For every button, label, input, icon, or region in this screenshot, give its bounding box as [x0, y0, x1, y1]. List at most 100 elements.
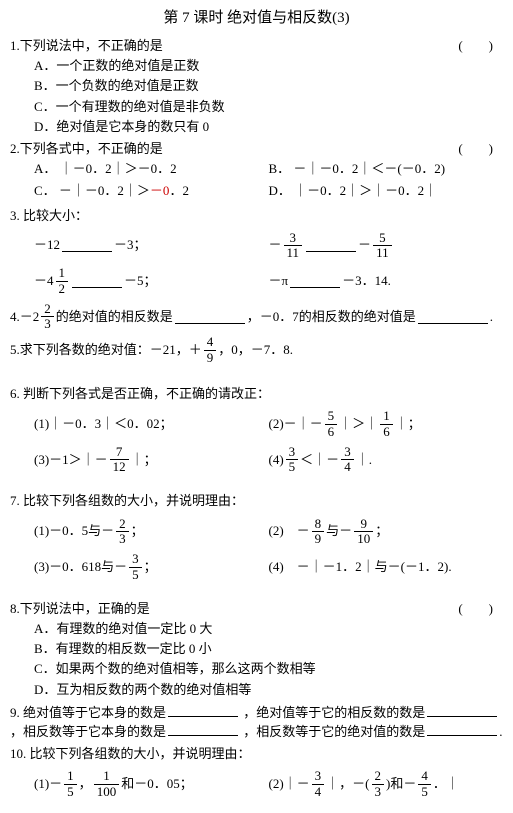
blank: [168, 703, 238, 717]
blank: [175, 310, 245, 324]
num: 1: [380, 409, 393, 424]
blank: [427, 703, 497, 717]
q7-s2: (2) －89与－910；: [269, 517, 504, 547]
q6-s2: (2)－｜－56｜＞｜16｜；: [269, 409, 504, 439]
q8-opt-b: B．有理数的相反数一定比 0 小: [34, 640, 503, 658]
q7-s3: (3)－0．618与－35；: [34, 552, 269, 582]
txt: 与－: [326, 522, 352, 540]
frac: 34: [341, 445, 354, 475]
frac: 16: [380, 409, 393, 439]
blank: [418, 310, 488, 324]
num: 4: [418, 769, 431, 784]
num: 3: [286, 445, 299, 460]
q1-text: 下列说法中，不正确的是: [20, 37, 459, 55]
question-4: 4. －223 的绝对值的相反数是 ，－0．7的相反数的绝对值是.: [10, 302, 503, 332]
q4-end: .: [490, 308, 493, 326]
den: 5: [286, 460, 299, 474]
question-10: 10. 比较下列各组数的大小，并说明理由： (1)－15，1100和－0．05；…: [10, 745, 503, 799]
q3-r2b: －π－3．14.: [269, 272, 504, 290]
den: 11: [284, 246, 303, 260]
q4-mid2: ，－0．7的相反数的绝对值是: [247, 308, 416, 326]
q3-r2a-r: －5；: [124, 272, 157, 290]
q3-r1a: －12－3；: [34, 236, 269, 254]
q1-opt-a: A．一个正数的绝对值是正数: [34, 57, 503, 75]
txt: ｜＞｜: [339, 415, 378, 433]
txt: ；: [131, 522, 144, 540]
txt: 和－0．05；: [121, 775, 193, 793]
blank: [306, 238, 356, 252]
question-6: 6. 判断下列各式是否正确，不正确的请改正： (1)｜－0．3｜＜0．02； (…: [10, 385, 503, 474]
frac: 511: [373, 231, 392, 261]
blank: [72, 274, 122, 288]
question-9: 9. 绝对值等于它本身的数是 ，绝对值等于它的相反数的数是 ，相反数等于它本身的…: [10, 703, 503, 741]
q2-opt-a: A． ｜－0．2｜＞－0．2: [34, 160, 269, 178]
frac: 712: [110, 445, 129, 475]
den: 9: [204, 351, 217, 365]
txt: (1)－: [34, 775, 62, 793]
whole: －2: [20, 308, 40, 326]
den: 2: [56, 282, 69, 296]
den: 5: [64, 785, 77, 799]
den: 3: [41, 317, 54, 331]
mixed-number: －412: [34, 266, 70, 296]
txt: (3)－0．618与－: [34, 558, 127, 576]
q1-opt-b: B．一个负数的绝对值是正数: [34, 77, 503, 95]
frac: 23: [41, 302, 54, 332]
frac: 45: [418, 769, 431, 799]
frac: 35: [286, 445, 299, 475]
q8-num: 8.: [10, 600, 20, 618]
q2-text: 下列各式中，不正确的是: [20, 140, 459, 158]
q8-opt-d: D．互为相反数的两个数的绝对值相等: [34, 681, 503, 699]
num: 5: [325, 409, 338, 424]
whole: －4: [34, 272, 54, 290]
q2-opt-c: C． －｜－0．2｜＞－0．2: [34, 182, 269, 200]
num: 2: [372, 769, 385, 784]
q9-t1: 绝对值等于它本身的数是: [23, 705, 166, 720]
q3-r1b: －311 －511: [269, 231, 504, 261]
q2-opt-b: B． －｜－0．2｜＜－(－0．2): [269, 160, 504, 178]
q7-s1: (1)－0．5与－23；: [34, 517, 269, 547]
question-5: 5. 求下列各数的绝对值：－21，＋ 49 ，0，－7．8.: [10, 335, 503, 365]
q9-t2: ，绝对值等于它的相反数的数是: [243, 705, 425, 720]
frac: 49: [204, 335, 217, 365]
den: 3: [372, 785, 385, 799]
q10-num: 10.: [10, 746, 26, 761]
den: 6: [380, 425, 393, 439]
num: 3: [129, 552, 142, 567]
q1-opt-c: C．一个有理数的绝对值是非负数: [34, 98, 503, 116]
den: 12: [110, 460, 129, 474]
num: 1: [94, 769, 120, 784]
frac: 311: [284, 231, 303, 261]
num: 2: [41, 302, 54, 317]
q4-num: 4.: [10, 308, 20, 326]
den: 9: [312, 532, 325, 546]
question-7: 7. 比较下列各组数的大小，并说明理由： (1)－0．5与－23； (2) －8…: [10, 492, 503, 581]
blank: [290, 274, 340, 288]
q2-paren: ( ): [458, 140, 493, 158]
den: 11: [373, 246, 392, 260]
question-1: 1. 下列说法中，不正确的是 ( ) A．一个正数的绝对值是正数 B．一个负数的…: [10, 37, 503, 136]
question-2: 2. 下列各式中，不正确的是 ( ) A． ｜－0．2｜＞－0．2 B． －｜－…: [10, 140, 503, 203]
q6-s3: (3)－1＞｜－712｜；: [34, 445, 269, 475]
den: 5: [418, 785, 431, 799]
q7-s4: (4) －｜－1．2｜与－(－1．2).: [269, 558, 504, 576]
q6-s4: (4)35＜｜－34｜.: [269, 445, 504, 475]
blank: [62, 238, 112, 252]
txt: ，: [79, 775, 92, 793]
num: 3: [312, 769, 325, 784]
q3-num: 3.: [10, 208, 20, 223]
q3-r2b-l: －π: [269, 272, 289, 290]
q3-r1a-r: －3；: [114, 236, 147, 254]
num: 4: [204, 335, 217, 350]
q9-t4: ，相反数等于它的绝对值的数是: [243, 724, 425, 739]
q6-text: 判断下列各式是否正确，不正确的请改正：: [23, 386, 270, 401]
frac: 34: [312, 769, 325, 799]
q6-s1: (1)｜－0．3｜＜0．02；: [34, 415, 269, 433]
txt: (1)－0．5与－: [34, 522, 114, 540]
num: 3: [341, 445, 354, 460]
den: 3: [116, 532, 129, 546]
q8-text: 下列说法中，正确的是: [20, 600, 459, 618]
q5-post: ，0，－7．8.: [218, 341, 293, 359]
blank: [427, 722, 497, 736]
question-8: 8. 下列说法中，正确的是 ( ) A．有理数的绝对值一定比 0 大 B．有理数…: [10, 600, 503, 699]
